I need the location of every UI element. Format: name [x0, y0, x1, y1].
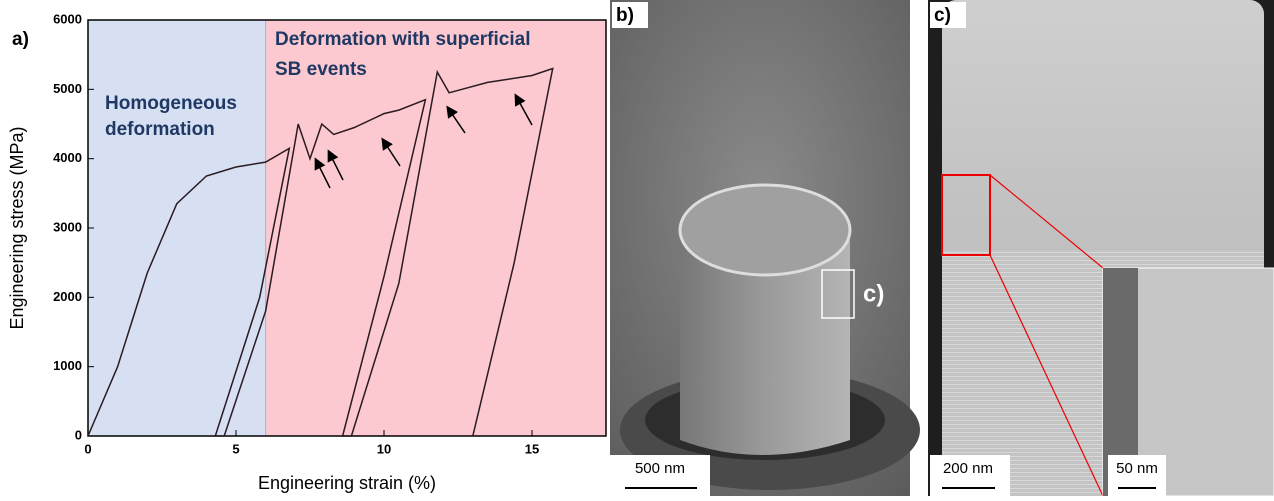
region-label: deformation [105, 119, 215, 140]
scale-bar-label: 500 nm [635, 460, 685, 477]
y-tick-label: 5000 [53, 81, 82, 96]
x-tick-label: 0 [84, 441, 91, 456]
y-tick-label: 6000 [53, 11, 82, 26]
x-axis-label: Engineering strain (%) [258, 473, 436, 493]
panel-b: c) b) 500 nm [610, 0, 920, 496]
panel-c: c) 200 nm 50 nm [928, 0, 1274, 496]
panel-label: a) [12, 29, 29, 50]
y-tick-label: 1000 [53, 358, 82, 373]
scale-bar-label: 200 nm [943, 460, 993, 477]
x-tick-label: 10 [377, 441, 391, 456]
chart-panel: Homogeneous deformation Deformation with s… [7, 11, 606, 492]
region-label: Deformation with superficial [275, 29, 530, 50]
pillar-top [680, 185, 850, 275]
y-tick-label: 0 [75, 427, 82, 442]
x-tick-label: 5 [232, 441, 239, 456]
region-label: Homogeneous [105, 93, 237, 114]
x-tick-label: 15 [525, 441, 539, 456]
y-tick-label: 2000 [53, 289, 82, 304]
roi-label: c) [863, 280, 884, 307]
panel-label: c) [934, 5, 951, 26]
figure: Homogeneous deformation Deformation with s… [0, 0, 1274, 496]
panel-label: b) [616, 5, 634, 26]
y-axis-label: Engineering stress (MPa) [7, 126, 27, 329]
scale-bar-label: 50 nm [1116, 460, 1158, 477]
y-tick-label: 3000 [53, 219, 82, 234]
y-tick-label: 4000 [53, 150, 82, 165]
region-label: SB events [275, 59, 367, 80]
